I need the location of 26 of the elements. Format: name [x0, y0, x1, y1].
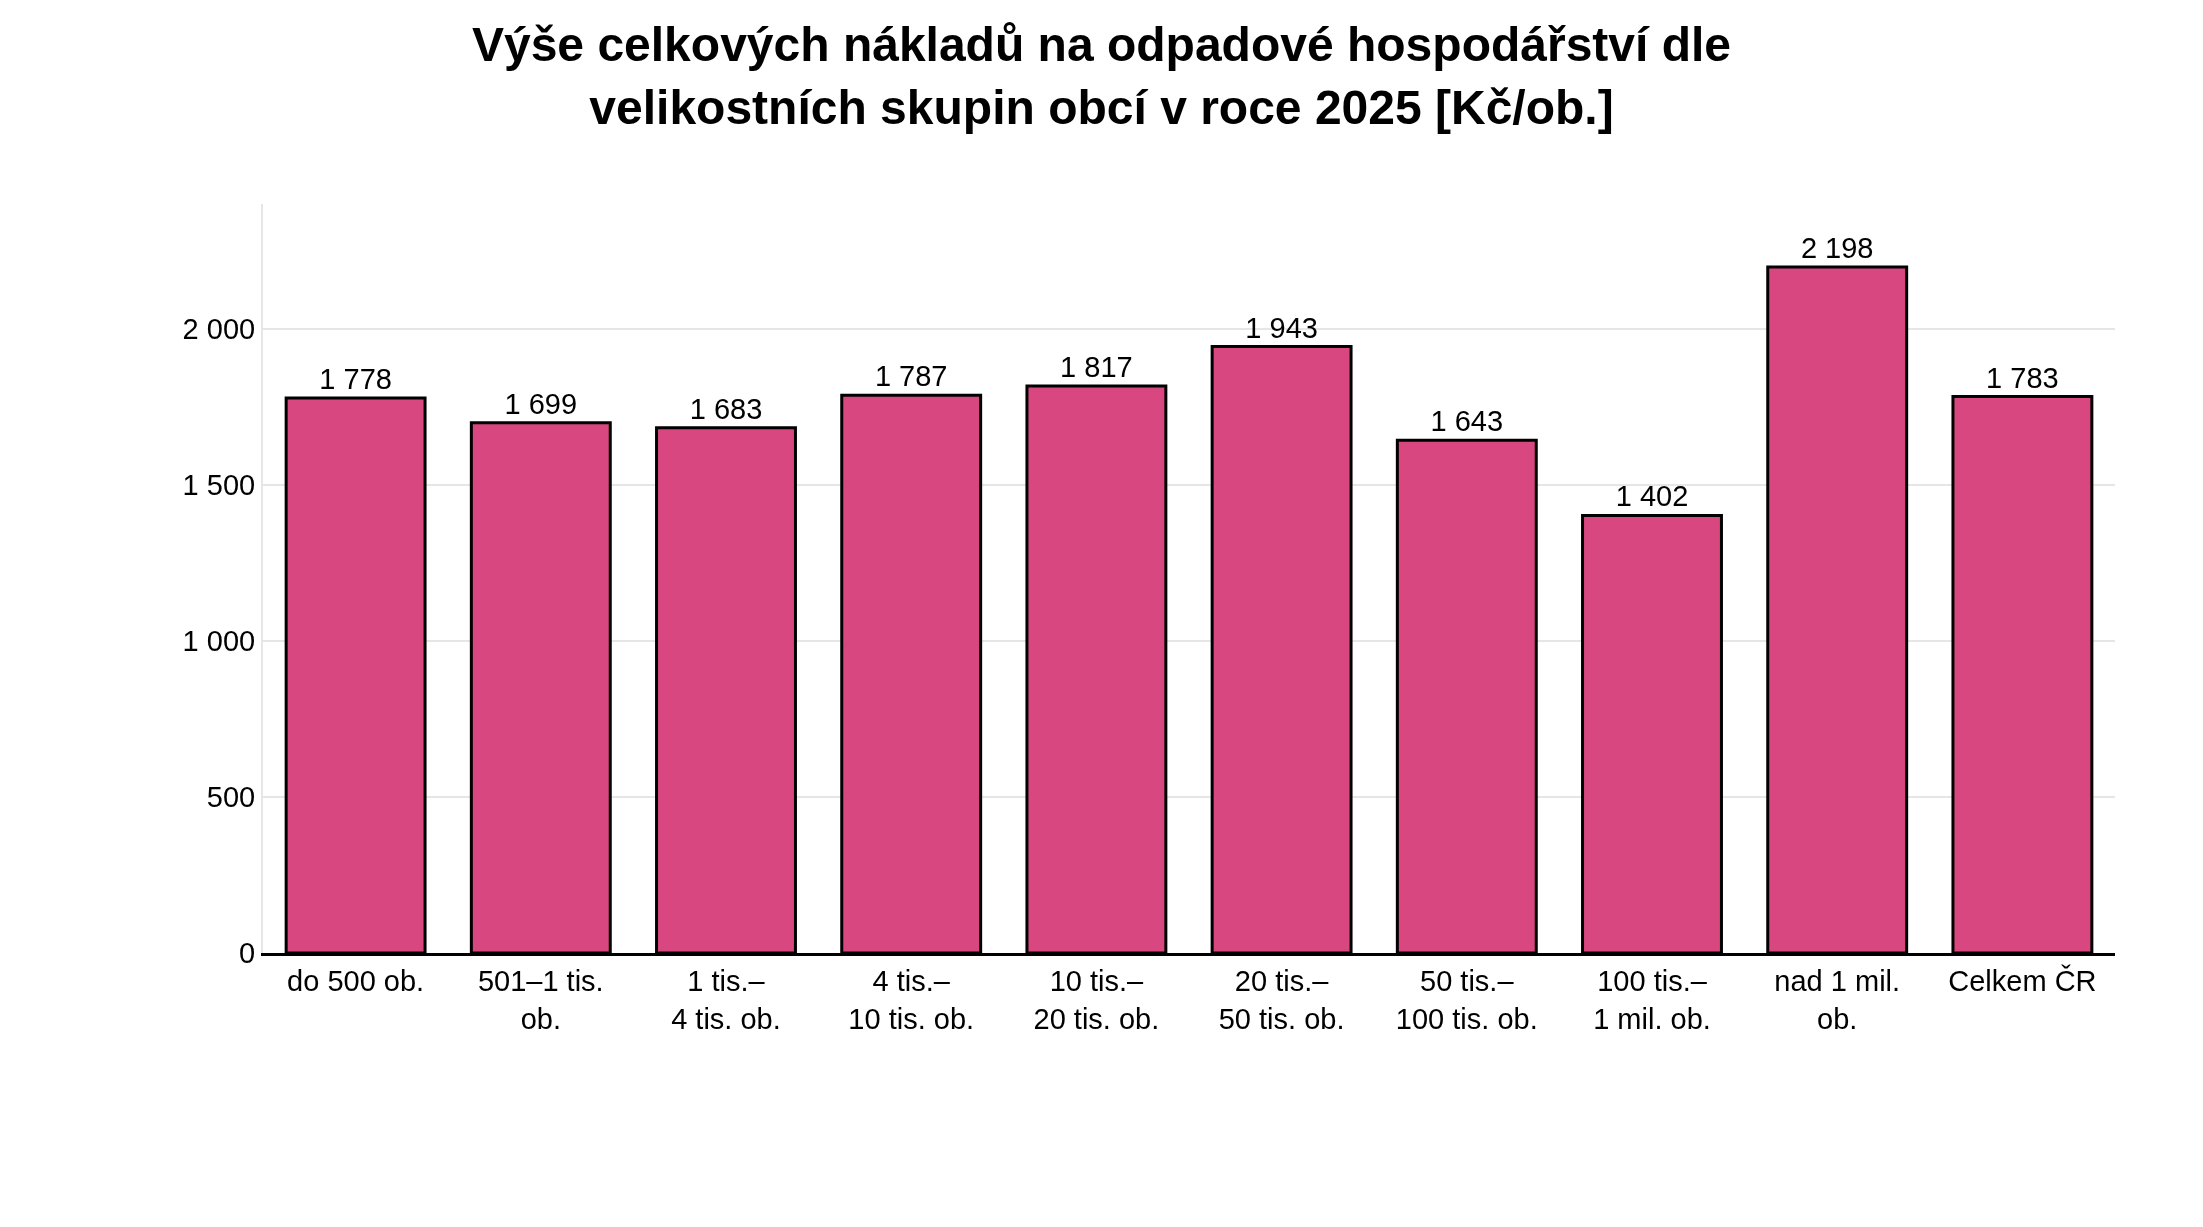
y-tick-label: 1 000 — [182, 625, 256, 658]
x-tick-label: 501–1 tis. ob. — [477, 964, 604, 1035]
data-label: 1 778 — [319, 363, 392, 396]
data-label: 1 787 — [874, 360, 948, 393]
x-tick-label: 50 tis.–100 tis. ob. — [1395, 964, 1538, 1035]
x-tick-label: 1 tis.–4 tis. ob. — [671, 964, 781, 1035]
data-label: 1 783 — [1986, 361, 2059, 394]
x-tick-label: do 500 ob. — [287, 964, 425, 997]
data-label: 1 643 — [1430, 405, 1504, 438]
data-label: 1 683 — [689, 392, 763, 425]
x-tick-label: 10 tis.–20 tis. ob. — [1033, 964, 1160, 1035]
y-tick-label: 2 000 — [182, 312, 256, 345]
chart-title: Výše celkových nákladů na odpadové hospodářství dle velikostních skupin obcí v roce 2025 [Kč/ob.] — [471, 18, 1732, 134]
data-label: 1 817 — [1060, 350, 1133, 383]
data-label: 1 943 — [1245, 311, 1318, 344]
y-tick-label: 1 500 — [182, 469, 256, 502]
y-tick-label: 0 — [239, 937, 256, 970]
x-tick-label: Celkem ČR — [1948, 963, 2097, 997]
y-tick-label: 500 — [206, 781, 256, 814]
data-label: 1 402 — [1615, 480, 1689, 513]
x-tick-label: nad 1 mil. ob. — [1774, 964, 1901, 1035]
x-tick-label: 20 tis.–50 tis. ob. — [1218, 964, 1345, 1035]
data-label: 2 198 — [1800, 232, 1874, 265]
data-label: 1 699 — [504, 387, 578, 420]
x-tick-label: 100 tis.–1 mil. ob. — [1593, 964, 1711, 1035]
x-tick-label: 4 tis.–10 tis. ob. — [848, 964, 975, 1035]
